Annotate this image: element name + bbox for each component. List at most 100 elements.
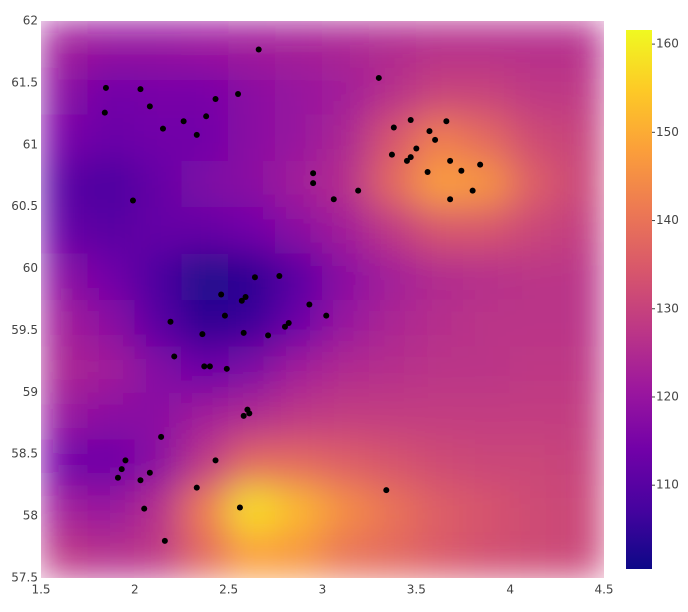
- scatter-point: [432, 136, 439, 143]
- contour-cell: [556, 252, 604, 300]
- contour-cell: [462, 299, 511, 347]
- colorbar: [626, 30, 652, 569]
- contour-cell: [228, 345, 277, 393]
- contour-cell: [228, 484, 277, 533]
- scatter-point: [171, 353, 178, 360]
- contour-cell: [41, 391, 89, 440]
- contour-cell: [368, 345, 417, 393]
- scatter-point: [424, 169, 431, 176]
- contour-cell: [556, 159, 604, 208]
- scatter-point: [306, 301, 313, 308]
- contour-cell: [368, 391, 417, 440]
- y-tick-label: 57.5: [11, 571, 38, 585]
- contour-cell: [368, 531, 417, 578]
- scatter-point: [129, 197, 136, 204]
- scatter-point: [447, 157, 454, 164]
- contour-cell: [228, 113, 277, 161]
- contour-cell: [275, 252, 323, 300]
- contour-cell: [181, 206, 230, 254]
- contour-cell: [87, 531, 136, 578]
- scatter-point: [193, 131, 200, 138]
- contour-cell: [322, 252, 370, 300]
- scatter-point: [212, 457, 219, 464]
- contour-cell: [415, 66, 464, 115]
- contour-cell: [462, 345, 511, 393]
- contour-cell: [509, 113, 558, 161]
- contour-cell: [275, 299, 323, 347]
- y-tick-label: 59: [23, 385, 38, 399]
- contour-cell: [415, 159, 464, 208]
- contour-cell: [275, 484, 323, 533]
- contour-cell: [509, 438, 558, 486]
- contour-cell: [415, 438, 464, 486]
- scatter-point: [238, 297, 245, 304]
- scatter-point: [281, 323, 288, 330]
- contour-cell: [368, 252, 417, 300]
- contour-cell: [134, 391, 183, 440]
- contour-cell: [415, 484, 464, 533]
- contour-cell: [41, 438, 89, 486]
- contour-cell: [415, 391, 464, 440]
- scatter-point: [212, 95, 219, 102]
- y-tick-label: 61: [23, 137, 38, 151]
- contour-cell: [275, 345, 323, 393]
- scatter-point: [403, 157, 410, 164]
- y-tick-label: 62: [23, 14, 38, 28]
- contour-cell: [462, 159, 511, 208]
- scatter-point: [355, 187, 362, 194]
- colorbar-tick-label: 110: [656, 478, 679, 492]
- scatter-point: [137, 86, 144, 93]
- contour-cell: [275, 531, 323, 578]
- contour-cell: [462, 252, 511, 300]
- contour-cell: [134, 438, 183, 486]
- contour-cell: [322, 21, 370, 68]
- contour-cell: [509, 21, 558, 68]
- scatter-point: [118, 466, 125, 473]
- x-tick-label: 3: [319, 583, 327, 597]
- colorbar-tick-label: 120: [656, 389, 679, 403]
- contour-cell: [322, 345, 370, 393]
- contour-cell: [368, 438, 417, 486]
- contour-cell: [228, 66, 277, 115]
- contour-cell: [41, 299, 89, 347]
- scatter-point: [235, 91, 242, 98]
- contour-cell: [228, 531, 277, 578]
- scatter-point: [443, 118, 450, 125]
- contour-cell: [134, 113, 183, 161]
- contour-cell: [462, 21, 511, 68]
- scatter-point: [407, 117, 414, 124]
- scatter-point: [246, 410, 253, 417]
- contour-cell: [181, 159, 230, 208]
- scatter-point: [206, 363, 213, 370]
- scatter-point: [137, 477, 144, 484]
- colorbar-tick-label: 140: [656, 213, 679, 227]
- scatter-points: [101, 46, 484, 544]
- scatter-point: [265, 332, 272, 339]
- contour-cell: [87, 345, 136, 393]
- scatter-point: [146, 469, 153, 476]
- scatter-point: [388, 151, 395, 158]
- scatter-point: [407, 154, 414, 161]
- contour-cell: [415, 252, 464, 300]
- x-tick-label: 2: [131, 583, 139, 597]
- contour-cell: [509, 531, 558, 578]
- contour-cell: [181, 21, 230, 68]
- contour-cell: [87, 438, 136, 486]
- scatter-point: [114, 474, 121, 481]
- y-tick-label: 58.5: [11, 447, 38, 461]
- scatter-point: [122, 457, 129, 464]
- contour-cell: [322, 391, 370, 440]
- contour-cell: [41, 66, 89, 115]
- x-tick-label: 2.5: [219, 583, 238, 597]
- contour-cell: [322, 438, 370, 486]
- contour-cell: [556, 531, 604, 578]
- contour-cell: [181, 391, 230, 440]
- contour-cell: [556, 113, 604, 161]
- scatter-point: [251, 274, 258, 281]
- contour-cell: [275, 113, 323, 161]
- contour-cell: [87, 252, 136, 300]
- contour-cell: [509, 159, 558, 208]
- contour-cell: [41, 113, 89, 161]
- contour-cell: [368, 21, 417, 68]
